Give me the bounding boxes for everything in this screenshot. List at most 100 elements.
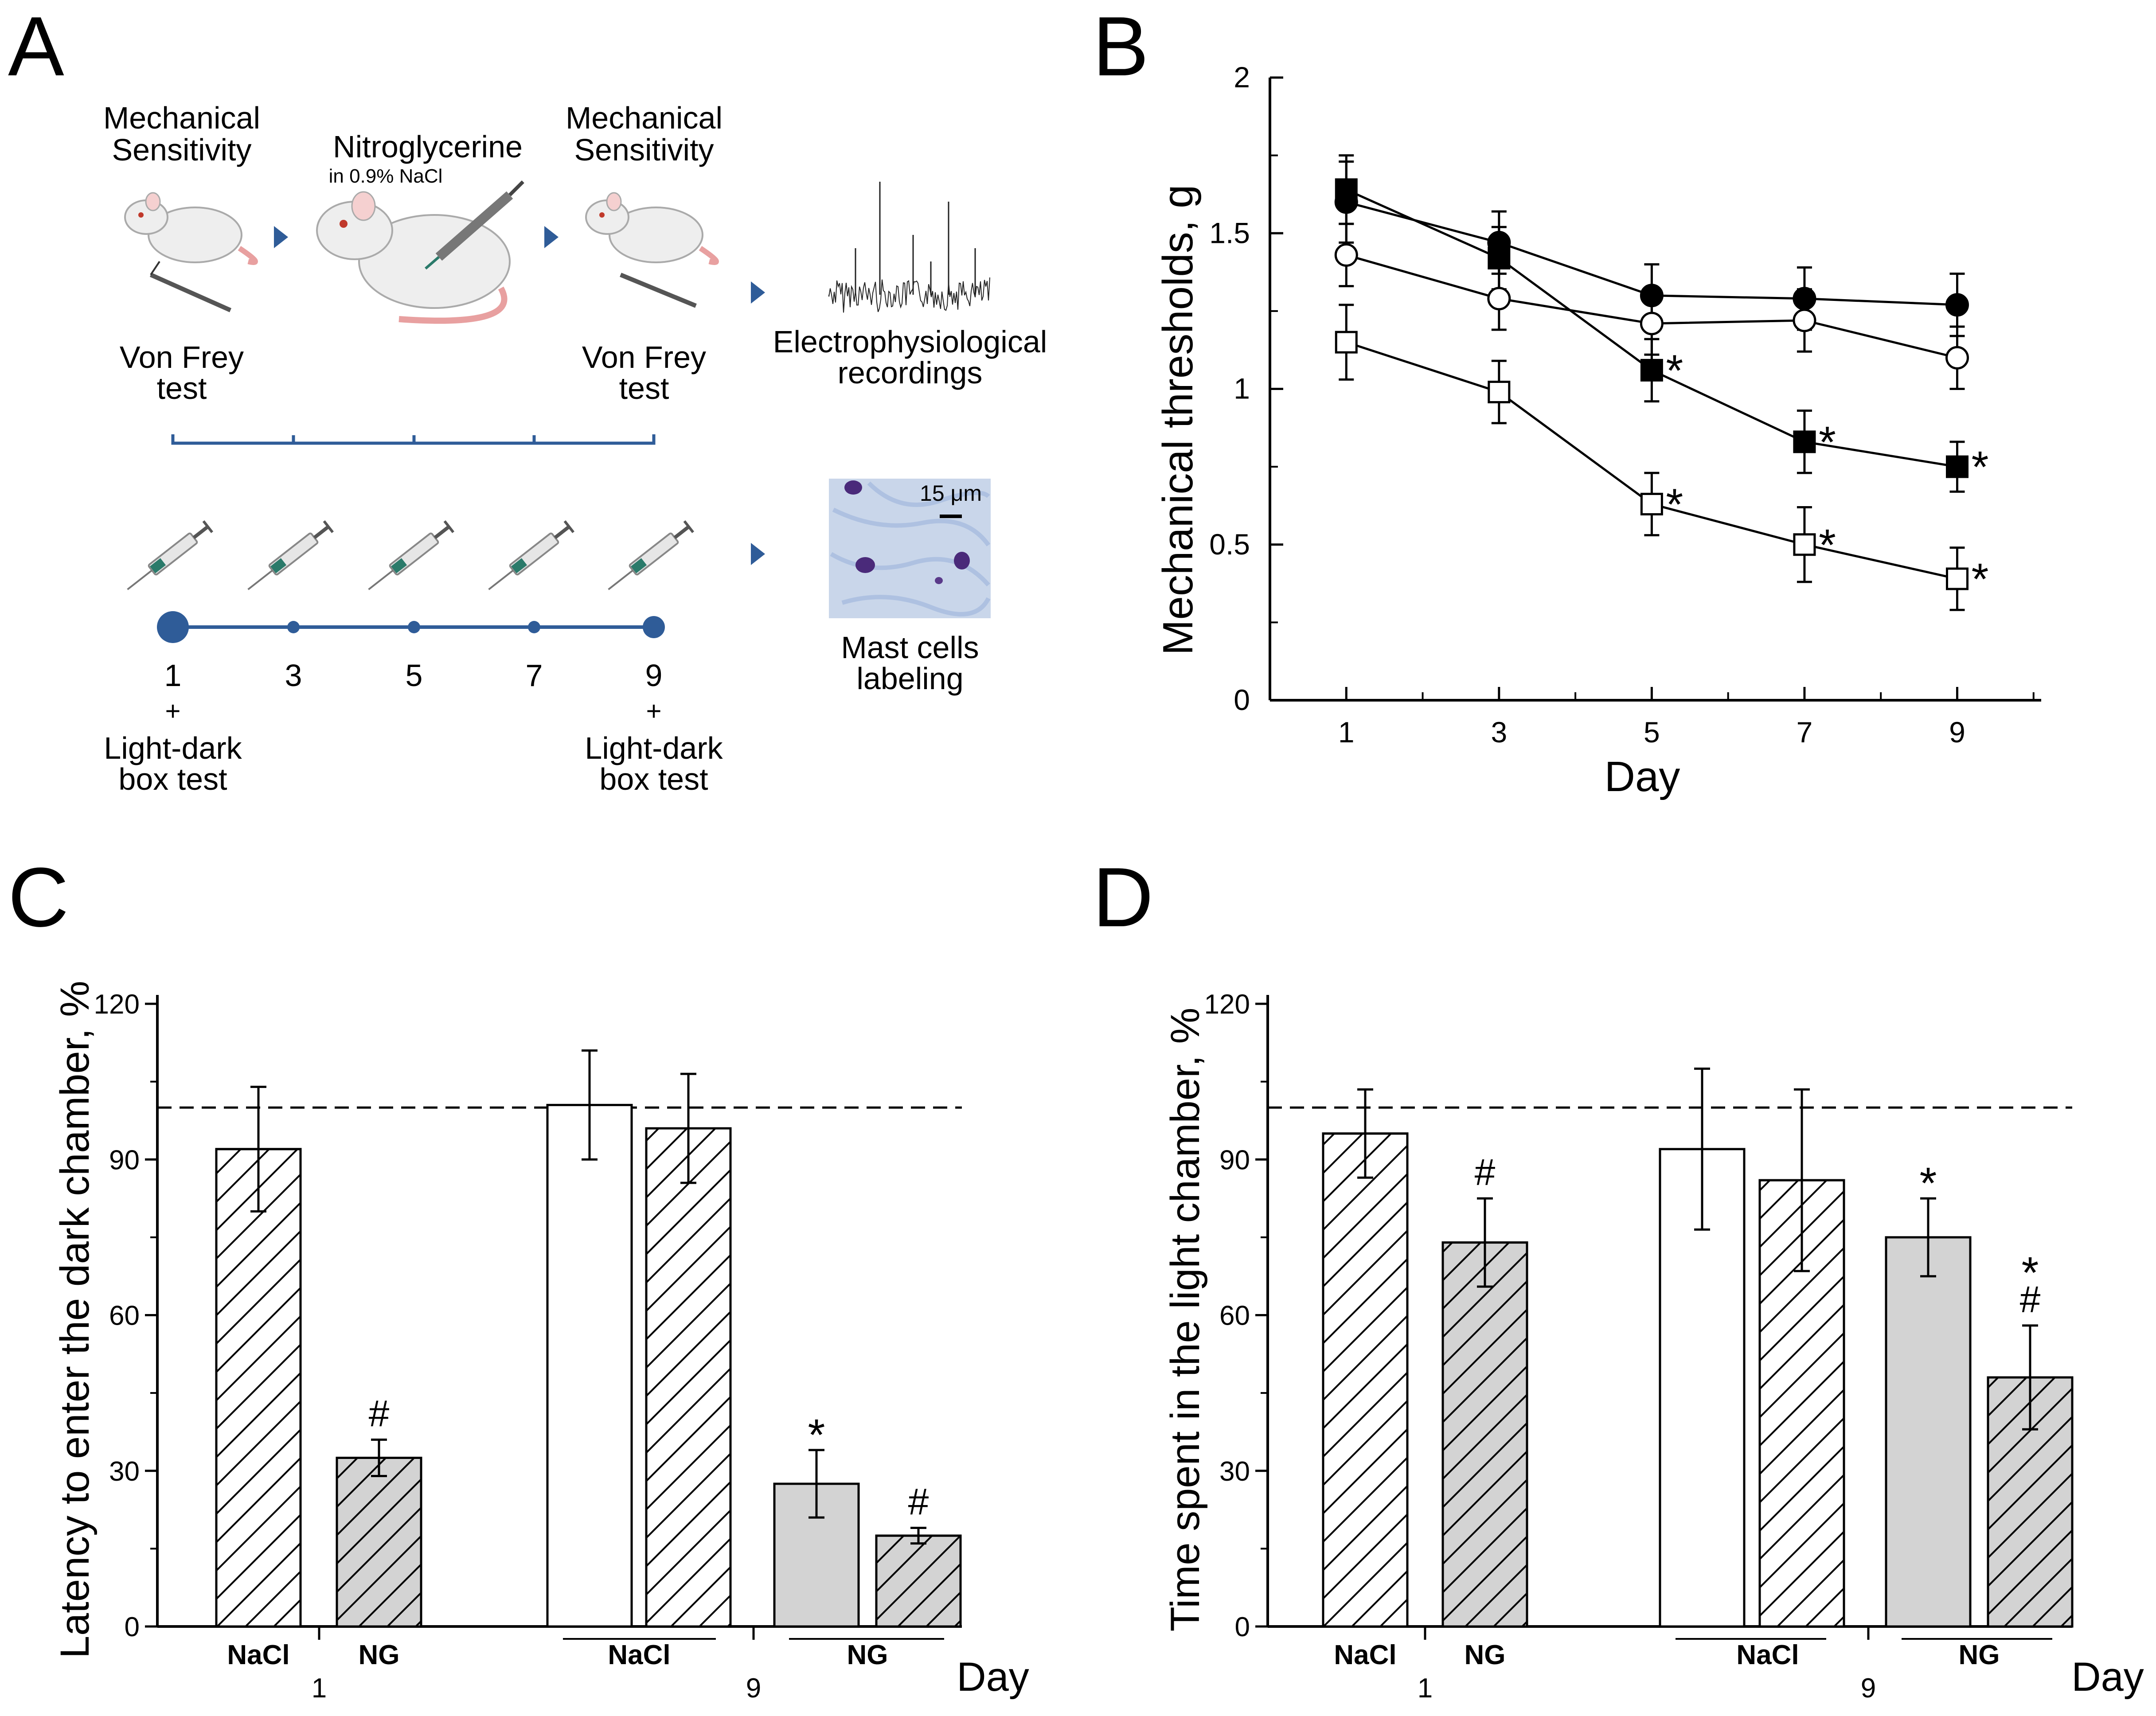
schematic: Mechanical Sensitivity Von Frey test Nit…: [103, 101, 1047, 796]
arrow-2-icon: [544, 226, 559, 248]
group-label: NG: [847, 1640, 888, 1670]
lightdark-left-line2: box test: [118, 762, 227, 796]
timeline-day-9: 9: [645, 658, 663, 693]
panel-label-a: A: [8, 0, 64, 94]
series-3: [1339, 304, 1965, 611]
syringe-plunger: [434, 525, 450, 539]
day-label: 9: [746, 1673, 761, 1704]
bar: [1885, 1236, 1972, 1628]
group-label: NG: [1959, 1640, 2000, 1670]
y-tick-label: 60: [109, 1301, 140, 1331]
day-label: 1: [312, 1673, 327, 1704]
x-axis-title: Day: [2071, 1654, 2144, 1700]
timeline-day-5: 5: [406, 658, 423, 693]
x-tick-label: 7: [1797, 716, 1813, 749]
timeline-day-1: 1: [164, 658, 182, 693]
y-tick-label: 1: [1234, 372, 1250, 405]
significance-star: *: [1971, 554, 1988, 604]
y-axis-title: Mechanical thresholds, g: [1154, 185, 1202, 655]
syringe-plunger-end: [202, 520, 214, 533]
syringe-needle: [488, 569, 514, 590]
timeline-day-7: 7: [526, 658, 543, 693]
syringe-liquid: [270, 558, 287, 573]
x-tick-label: 9: [1949, 716, 1965, 749]
step3-caption-line2: test: [619, 371, 669, 406]
step3-caption-line1: Von Frey: [582, 340, 706, 374]
marker-point: [1793, 308, 1816, 332]
timeline-dot-day9: [643, 616, 665, 638]
lightdark-left-line1: Light-dark: [104, 731, 242, 765]
arrow-1-icon: [274, 226, 288, 248]
y-tick-label: 0.5: [1209, 528, 1250, 561]
y-tick-label: 120: [1204, 989, 1250, 1020]
y-tick-label: 0: [1235, 1612, 1250, 1642]
step1-title-line1: Mechanical: [103, 101, 260, 135]
syringe-plunger-end: [443, 520, 455, 533]
bar-hatch: [1441, 1241, 1528, 1628]
syringe-liquid: [150, 558, 166, 573]
rat-injection-icon: [316, 180, 524, 324]
plus-right: +: [646, 696, 661, 726]
timeline-dot-day1: [157, 611, 189, 643]
mast-caption-line1: Mast cells: [841, 630, 979, 665]
lightdark-right-line1: Light-dark: [585, 731, 723, 765]
syringe-liquid: [391, 558, 407, 573]
syringe-plunger-end: [323, 520, 334, 533]
y-tick-label: 30: [1219, 1456, 1250, 1487]
y-tick-label: 1.5: [1209, 216, 1250, 249]
chart-b: 0 0.5 1 1.5 2 1 3 5 7 9 Day Mechanical thresholds, …: [1154, 61, 2041, 800]
marker-point: [1793, 430, 1816, 453]
group-label: NaCl: [1736, 1640, 1799, 1670]
syringe-icon: [608, 520, 695, 590]
syringe-liquid: [511, 558, 527, 573]
ephys-trace-icon: [828, 182, 990, 313]
bar-hatch: [875, 1534, 962, 1628]
syringe-needle: [608, 569, 633, 590]
bracket: [171, 434, 656, 445]
significance-mark: #: [2020, 1279, 2041, 1320]
y-tick-label: 0: [125, 1612, 140, 1642]
day-label: 9: [1861, 1673, 1876, 1704]
marker-point: [1488, 246, 1511, 269]
marker-point: [1335, 331, 1358, 354]
y-tick-label: 30: [109, 1456, 140, 1487]
marker-point: [1488, 381, 1511, 404]
step1-caption-line1: Von Frey: [120, 340, 244, 374]
syringe-icon: [488, 520, 575, 590]
bar-hatch: [215, 1148, 302, 1628]
chart-c: 0 30 60 90 120 # * # NaCl NG NaCl NG 1 9 Day Latency to…: [52, 981, 1029, 1704]
group-label: NG: [359, 1640, 400, 1670]
group-label: NG: [1465, 1640, 1506, 1670]
x-tick-label: 3: [1491, 716, 1507, 749]
syringe-icon: [247, 520, 334, 590]
marker-point: [1945, 567, 1969, 590]
group-label: NaCl: [608, 1640, 670, 1670]
y-tick-label: 90: [109, 1145, 140, 1175]
marker-point: [1335, 178, 1358, 201]
y-axis-title: Latency to enter the dark chamber, %: [52, 981, 98, 1658]
marker-point: [1640, 359, 1663, 382]
bar-hatch: [1322, 1132, 1409, 1628]
syringe-liquid: [631, 558, 647, 573]
syringe-plunger: [673, 525, 690, 539]
timeline-dot-day7: [528, 621, 540, 633]
step2-subtitle: in 0.9% NaCl: [329, 165, 443, 187]
y-tick-label: 0: [1234, 683, 1250, 716]
bar-hatch: [336, 1456, 422, 1628]
x-axis-title: Day: [957, 1654, 1029, 1700]
syringe-needle: [247, 569, 273, 590]
panel-label-c: C: [8, 850, 69, 944]
x-axis-title: Day: [1605, 753, 1680, 800]
day-label: 1: [1418, 1673, 1433, 1704]
significance-star: *: [1819, 520, 1836, 570]
syringe-plunger: [554, 525, 570, 539]
significance-star: *: [1666, 346, 1683, 395]
syringe-icon: [127, 520, 214, 590]
x-tick-label: 5: [1644, 716, 1660, 749]
marker-point: [1945, 346, 1969, 370]
significance-mark: #: [369, 1393, 390, 1435]
ephys-noise: [828, 277, 990, 313]
arrow-3-icon: [751, 281, 765, 304]
significance-mark: *: [808, 1410, 825, 1460]
